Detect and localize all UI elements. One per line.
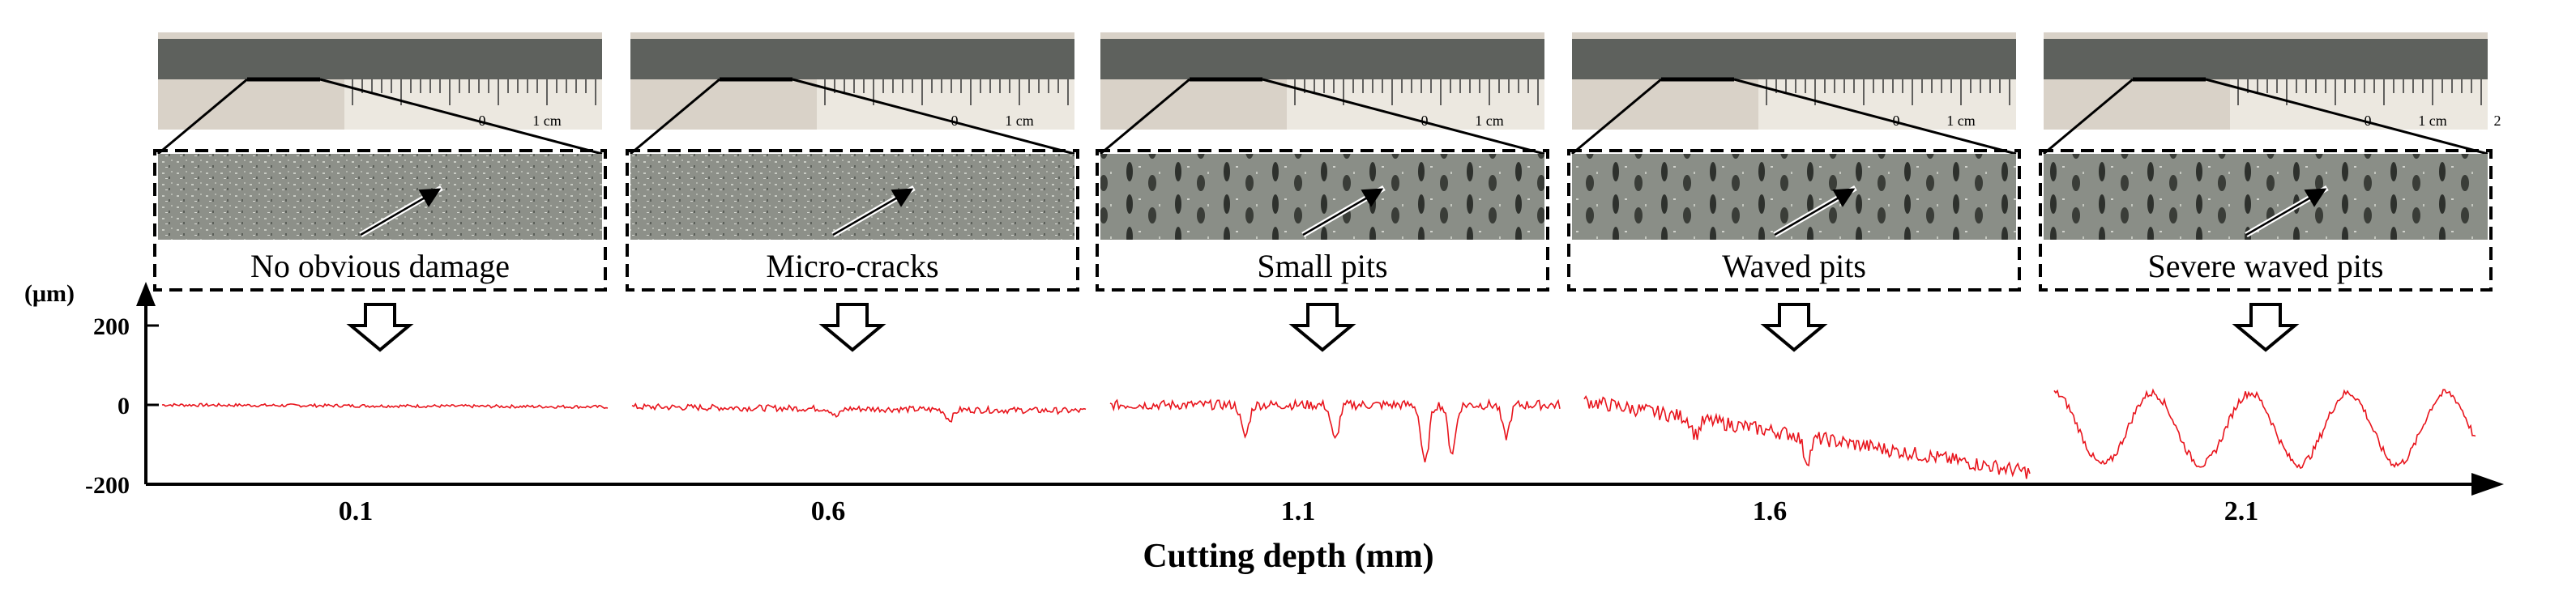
magnified-surface [1100,154,1544,245]
sample-panel-2: 0 1 cm Micro-cracks [626,32,1079,352]
damage-label: Small pits [1257,248,1387,284]
damage-label: Waved pits [1722,248,1866,284]
sample-panel-5: 0 1 cm 2 Severe waved pits [2039,32,2501,352]
damage-label: No obvious damage [250,248,510,284]
ruler-label: 1 cm [1005,113,1034,129]
x-axis-title: Cutting depth (mm) [1143,538,1433,575]
ruler-label: 0 [1421,113,1429,129]
x-tick-label-2: 0.6 [811,496,846,526]
profile-curve-0.6 [631,402,1087,423]
zoom-line [2205,78,2488,155]
x-tick-label-3: 1.1 [1281,496,1316,526]
profile-curve-1.6 [1583,394,2031,479]
profile-axes: (μm) 200 0 -200 Cutting depth (mm) [24,280,2504,575]
label-box [1569,240,2019,290]
ruler-label: 0 [2365,113,2372,129]
zoom-line [319,78,603,155]
specimen-slab [630,39,1074,79]
zoom-line [1100,78,1190,155]
ruler-label: 0 [951,113,959,129]
damage-label: Severe waved pits [2147,248,2383,284]
pointer-arrow [832,188,914,236]
sample-panel-4: 0 1 cm Waved pits [1567,32,2021,352]
x-axis-arrow [2471,473,2504,496]
ruler-label: 2 [2494,113,2501,129]
label-box [2040,240,2491,290]
ruler-label: 1 cm [2418,113,2447,129]
dashed-frame [1096,149,1549,292]
sample-panel-3: 0 1 cm Small pits [1096,32,1549,352]
down-arrow-icon [2232,303,2300,352]
ruler [1287,79,1544,130]
profile-curve-0.1 [161,402,609,410]
label-box [155,240,605,290]
magnified-surface [630,154,1074,245]
y-tick-label-200: 200 [93,313,130,340]
ruler [344,79,602,130]
pointer-arrow [2245,188,2327,236]
ruler-label: 1 cm [1946,113,1976,129]
y-axis-arrow [136,282,156,306]
dashed-frame [153,149,607,292]
down-arrow-icon [1760,303,1828,352]
ruler-label: 0 [1893,113,1900,129]
y-tick-label-minus-200: -200 [85,472,130,499]
pointer-arrow [1774,188,1856,236]
y-tick-label-0: 0 [117,393,130,419]
zoom-line [157,78,248,155]
zoom-line [1262,78,1545,155]
zoom-line [1733,78,2017,155]
label-box [627,240,1078,290]
zoom-line [630,78,720,155]
ruler [2230,79,2488,130]
ruler [817,79,1074,130]
specimen-slab [158,39,602,79]
zoom-line [1571,78,1662,155]
zoom-line [2043,78,2134,155]
damage-label: Micro-cracks [766,248,938,284]
specimen-slab [1100,39,1544,79]
x-tick-label-5: 2.1 [2224,496,2259,526]
magnified-surface [2044,154,2488,245]
down-arrow-icon [346,303,414,352]
pointer-arrow [360,188,442,236]
dashed-frame [2039,149,2493,292]
specimen-slab [2044,39,2488,79]
x-tick-label-4: 1.6 [1753,496,1788,526]
ruler [1758,79,2016,130]
magnified-surface [1572,154,2016,245]
profile-curve-2.1 [2053,388,2476,470]
y-axis-unit: (μm) [24,280,75,307]
ruler-label: 1 cm [532,113,562,129]
ruler-label: 0 [479,113,486,129]
pointer-arrow [1302,188,1384,236]
specimen-slab [1572,39,2016,79]
dashed-frame [1567,149,2021,292]
dashed-frame [626,149,1079,292]
label-box [1097,240,1548,290]
profile-curve-1.1 [1109,398,1561,462]
down-arrow-icon [1288,303,1356,352]
down-arrow-icon [818,303,886,352]
magnified-surface [158,154,602,245]
ruler-label: 1 cm [1475,113,1504,129]
sample-panel-1: 0 1 cm No obvious damage [153,32,607,352]
zoom-line [792,78,1075,155]
x-tick-label-1: 0.1 [339,496,374,526]
